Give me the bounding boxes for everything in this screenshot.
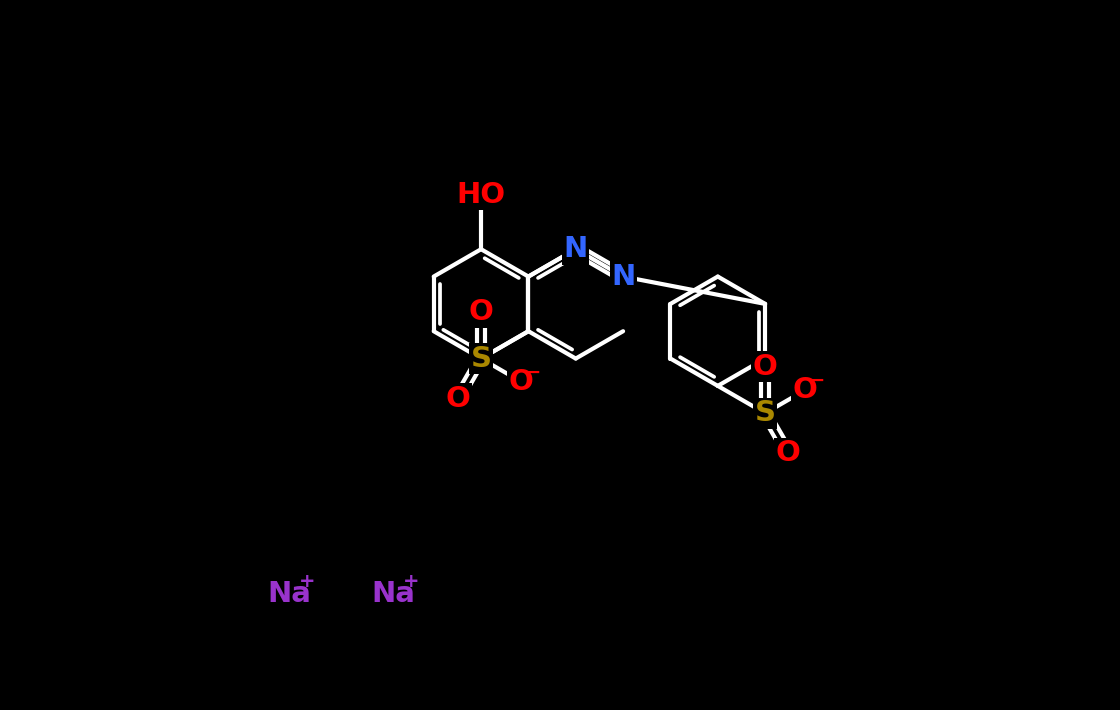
Text: +: + <box>403 572 419 591</box>
Text: N: N <box>563 235 588 263</box>
Text: O: O <box>508 368 534 395</box>
Text: −: − <box>810 371 825 390</box>
Text: O: O <box>793 376 818 404</box>
Text: HO: HO <box>457 180 505 209</box>
Text: O: O <box>753 353 777 381</box>
Text: O: O <box>468 298 494 326</box>
Text: S: S <box>755 399 776 427</box>
Text: −: − <box>525 362 541 381</box>
Text: +: + <box>299 572 316 591</box>
Text: Na: Na <box>268 579 311 608</box>
Text: O: O <box>776 439 801 467</box>
Text: N: N <box>612 263 635 290</box>
Text: S: S <box>470 344 492 373</box>
Text: Na: Na <box>372 579 416 608</box>
Text: O: O <box>446 385 470 413</box>
